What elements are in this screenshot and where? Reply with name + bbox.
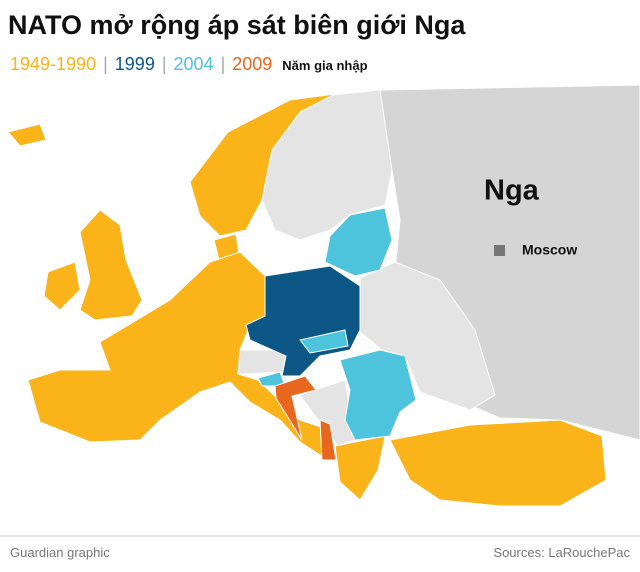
country <box>319 419 337 461</box>
legend-separator: | <box>103 54 108 74</box>
legend-caption: Năm gia nhập <box>282 58 368 73</box>
eastern-nonmember <box>359 261 496 411</box>
city-marker <box>494 245 505 256</box>
country <box>7 123 47 147</box>
legend-item: 1999 <box>114 54 155 74</box>
country <box>79 209 143 321</box>
country <box>339 349 417 441</box>
country <box>389 419 607 507</box>
country <box>274 375 317 441</box>
legend-separator: | <box>161 54 167 74</box>
legend-item: 2004 <box>173 54 214 74</box>
country <box>189 93 336 237</box>
legend-separator: | <box>220 54 226 74</box>
city-label: Moscow <box>522 242 577 258</box>
country <box>299 329 349 354</box>
balkan-nonmember <box>299 379 356 447</box>
country <box>324 207 393 277</box>
country <box>43 261 81 311</box>
credit: Guardian graphic <box>10 545 110 560</box>
legend: 1949-1990 | 1999 | 2004 | 2009 Năm gia nhập <box>10 54 368 75</box>
country-label: Nga <box>484 175 540 207</box>
title: NATO mở rộng áp sát biên giới Nga <box>8 10 466 40</box>
legend-item: 1949-1990 <box>10 54 97 74</box>
legend-item: 2009 <box>232 54 273 74</box>
country <box>334 435 386 501</box>
source: Sources: LaRouchePac <box>493 545 630 560</box>
